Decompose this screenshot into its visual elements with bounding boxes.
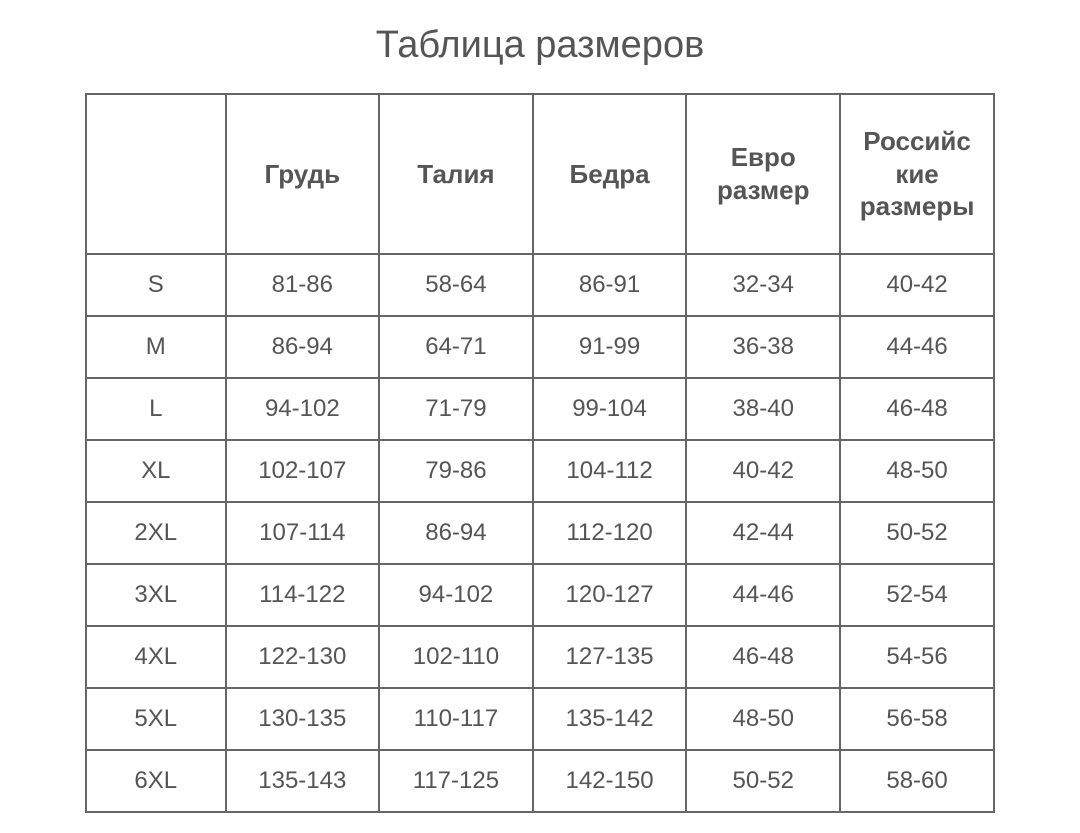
cell-euro: 42-44	[686, 502, 840, 564]
cell-ru: 56-58	[840, 688, 994, 750]
cell-chest: 86-94	[226, 316, 380, 378]
cell-waist: 79-86	[379, 440, 533, 502]
cell-hips: 86-91	[533, 254, 687, 316]
cell-waist: 94-102	[379, 564, 533, 626]
page-title: Таблица размеров	[376, 24, 705, 67]
cell-size: S	[86, 254, 226, 316]
table-row: M 86-94 64-71 91-99 36-38 44-46	[86, 316, 994, 378]
table-row: 5XL 130-135 110-117 135-142 48-50 56-58	[86, 688, 994, 750]
table-row: 6XL 135-143 117-125 142-150 50-52 58-60	[86, 750, 994, 812]
cell-hips: 142-150	[533, 750, 687, 812]
table-row: L 94-102 71-79 99-104 38-40 46-48	[86, 378, 994, 440]
table-row: 3XL 114-122 94-102 120-127 44-46 52-54	[86, 564, 994, 626]
cell-waist: 117-125	[379, 750, 533, 812]
cell-ru: 40-42	[840, 254, 994, 316]
column-header-ru: Российс кие размеры	[840, 94, 994, 254]
cell-ru: 44-46	[840, 316, 994, 378]
column-header-chest: Грудь	[226, 94, 380, 254]
column-header-hips: Бедра	[533, 94, 687, 254]
table-row: S 81-86 58-64 86-91 32-34 40-42	[86, 254, 994, 316]
cell-euro: 48-50	[686, 688, 840, 750]
cell-size: 4XL	[86, 626, 226, 688]
cell-size: XL	[86, 440, 226, 502]
cell-ru: 50-52	[840, 502, 994, 564]
cell-chest: 94-102	[226, 378, 380, 440]
cell-chest: 107-114	[226, 502, 380, 564]
cell-size: 3XL	[86, 564, 226, 626]
cell-euro: 38-40	[686, 378, 840, 440]
cell-euro: 44-46	[686, 564, 840, 626]
cell-chest: 135-143	[226, 750, 380, 812]
cell-ru: 54-56	[840, 626, 994, 688]
cell-waist: 86-94	[379, 502, 533, 564]
cell-chest: 122-130	[226, 626, 380, 688]
cell-ru: 48-50	[840, 440, 994, 502]
cell-size: 5XL	[86, 688, 226, 750]
cell-size: M	[86, 316, 226, 378]
cell-hips: 135-142	[533, 688, 687, 750]
cell-hips: 127-135	[533, 626, 687, 688]
cell-hips: 99-104	[533, 378, 687, 440]
cell-size: L	[86, 378, 226, 440]
cell-euro: 36-38	[686, 316, 840, 378]
table-row: 4XL 122-130 102-110 127-135 46-48 54-56	[86, 626, 994, 688]
cell-waist: 102-110	[379, 626, 533, 688]
table-header-row: Грудь Талия Бедра Евро размер Российс ки…	[86, 94, 994, 254]
table-row: XL 102-107 79-86 104-112 40-42 48-50	[86, 440, 994, 502]
cell-waist: 64-71	[379, 316, 533, 378]
cell-hips: 112-120	[533, 502, 687, 564]
cell-ru: 52-54	[840, 564, 994, 626]
cell-chest: 81-86	[226, 254, 380, 316]
cell-waist: 110-117	[379, 688, 533, 750]
cell-waist: 58-64	[379, 254, 533, 316]
cell-ru: 58-60	[840, 750, 994, 812]
cell-hips: 91-99	[533, 316, 687, 378]
column-header-waist: Талия	[379, 94, 533, 254]
table-row: 2XL 107-114 86-94 112-120 42-44 50-52	[86, 502, 994, 564]
cell-chest: 114-122	[226, 564, 380, 626]
column-header-euro: Евро размер	[686, 94, 840, 254]
cell-ru: 46-48	[840, 378, 994, 440]
cell-euro: 40-42	[686, 440, 840, 502]
cell-euro: 46-48	[686, 626, 840, 688]
cell-euro: 50-52	[686, 750, 840, 812]
size-table: Грудь Талия Бедра Евро размер Российс ки…	[85, 93, 995, 813]
cell-hips: 104-112	[533, 440, 687, 502]
cell-chest: 102-107	[226, 440, 380, 502]
cell-euro: 32-34	[686, 254, 840, 316]
cell-waist: 71-79	[379, 378, 533, 440]
cell-hips: 120-127	[533, 564, 687, 626]
cell-chest: 130-135	[226, 688, 380, 750]
column-header-size	[86, 94, 226, 254]
cell-size: 6XL	[86, 750, 226, 812]
cell-size: 2XL	[86, 502, 226, 564]
